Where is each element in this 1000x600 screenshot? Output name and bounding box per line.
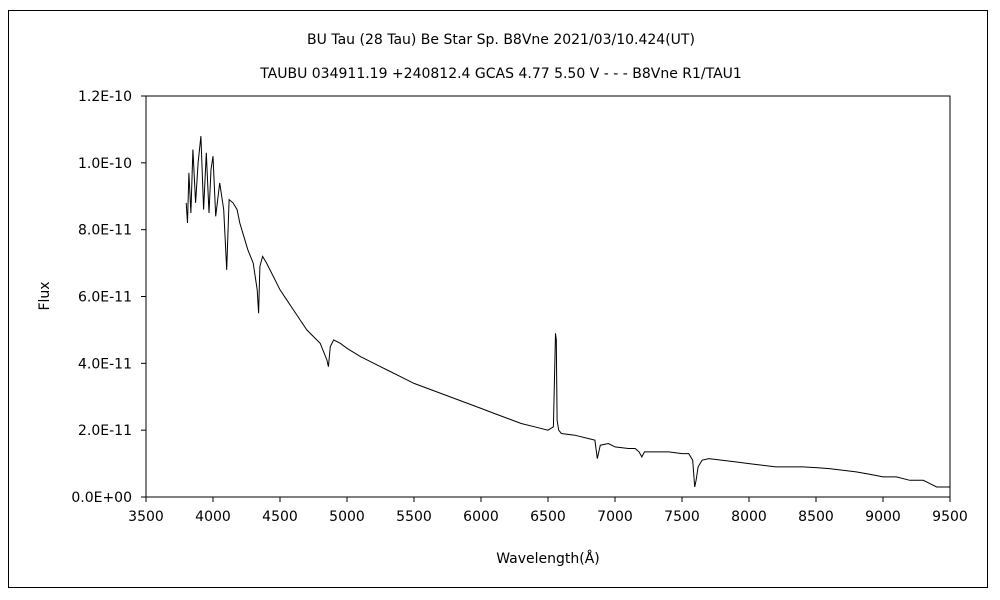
- x-tick-label: 5000: [329, 509, 365, 525]
- x-tick-label: 6500: [530, 509, 566, 525]
- x-tick-label: 9000: [865, 509, 901, 525]
- chart-frame: BU Tau (28 Tau) Be Star Sp. B8Vne 2021/0…: [8, 10, 988, 588]
- x-tick-label: 3500: [128, 509, 164, 525]
- x-tick-label: 8500: [798, 509, 834, 525]
- chart-subtitle: TAUBU 034911.19 +240812.4 GCAS 4.77 5.50…: [259, 66, 742, 82]
- x-tick-label: 8000: [731, 509, 767, 525]
- x-axis: 3500 4000 4500 5000 5500 6000 6500 7000 7500 8000…: [128, 497, 968, 525]
- y-tick-label: 1.2E-10: [78, 89, 132, 105]
- y-tick-label: 6.0E-11: [78, 290, 132, 306]
- y-tick-label: 0.0E+00: [71, 490, 132, 506]
- y-tick-label: 4.0E-11: [78, 356, 132, 372]
- y-axis-label: Flux: [37, 281, 53, 310]
- x-tick-label: 6000: [463, 509, 499, 525]
- x-tick-label: 7500: [664, 509, 700, 525]
- chart-title: BU Tau (28 Tau) Be Star Sp. B8Vne 2021/0…: [307, 32, 695, 48]
- spectrum-chart: BU Tau (28 Tau) Be Star Sp. B8Vne 2021/0…: [37, 32, 968, 567]
- x-tick-label: 5500: [396, 509, 432, 525]
- y-axis: 0.0E+00 2.0E-11 4.0E-11 6.0E-11 8.0E-11 1.0E-…: [71, 89, 146, 506]
- x-tick-label: 4500: [262, 509, 298, 525]
- plot-area-border: [145, 95, 951, 498]
- y-tick-label: 2.0E-11: [78, 423, 132, 439]
- spectrum-series-line: [185, 136, 950, 488]
- x-axis-label: Wavelength(Å): [496, 550, 600, 567]
- x-tick-label: 4000: [195, 509, 231, 525]
- x-tick-label: 7000: [597, 509, 633, 525]
- y-tick-label: 1.0E-10: [78, 156, 132, 172]
- y-tick-label: 8.0E-11: [78, 223, 132, 239]
- x-tick-label: 9500: [932, 509, 968, 525]
